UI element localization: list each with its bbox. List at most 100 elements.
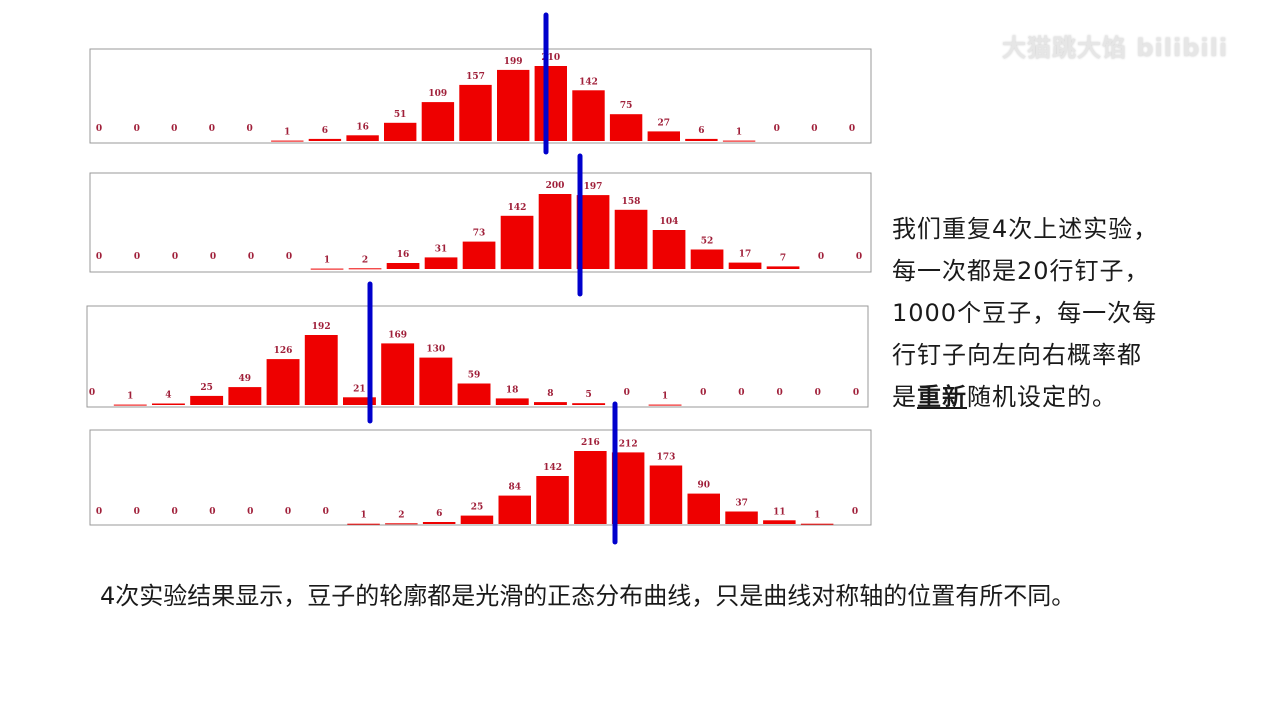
chart-3-bar-7 — [343, 397, 376, 405]
chart-2-label-7: 2 — [362, 255, 368, 265]
chart-2-label-11: 142 — [508, 203, 527, 213]
chart-1-bar-10 — [459, 84, 492, 141]
chart-2-bar-8 — [386, 263, 420, 269]
chart-2-label-12: 200 — [546, 181, 565, 191]
side-line-1: 我们重复4次上述实验， — [892, 215, 1159, 243]
chart-4-label-18: 11 — [773, 507, 786, 517]
chart-2-label-16: 52 — [701, 237, 714, 247]
chart-3-label-6: 192 — [312, 322, 331, 332]
chart-3-label-14: 0 — [624, 388, 630, 398]
chart-4-label-10: 25 — [471, 503, 484, 513]
chart-1-label-14: 75 — [620, 101, 633, 111]
chart-3-label-8: 169 — [388, 330, 407, 340]
chart-3-bar-13 — [572, 403, 606, 405]
chart-1-label-0: 0 — [96, 124, 102, 134]
side-line-5-post: 随机设定的。 — [967, 383, 1117, 411]
chart-4-bar-9 — [422, 522, 456, 524]
chart-4-label-13: 216 — [581, 438, 600, 448]
chart-4-label-15: 173 — [657, 453, 676, 463]
chart-3-label-12: 8 — [547, 389, 553, 399]
chart-4-label-12: 142 — [543, 463, 562, 473]
side-line-3: 1000个豆子，每一次每 — [892, 299, 1158, 327]
chart-1-label-19: 0 — [811, 124, 817, 134]
chart-4-bar-12 — [536, 476, 569, 524]
chart-1-label-13: 142 — [579, 77, 598, 87]
side-description: 我们重复4次上述实验， 每一次都是20行钉子， 1000个豆子，每一次每 行钉子… — [892, 208, 1192, 418]
chart-1-bar-13 — [572, 90, 605, 141]
chart-2-bar-7 — [348, 268, 382, 270]
chart-1-label-12: 210 — [541, 53, 560, 63]
chart-3-label-7: 21 — [353, 384, 366, 394]
chart-3-label-15: 1 — [662, 392, 668, 402]
chart-4-bar-15 — [649, 465, 683, 524]
chart-2-label-15: 104 — [660, 217, 679, 227]
chart-3-label-17: 0 — [738, 388, 744, 398]
side-line-2: 每一次都是20行钉子， — [892, 257, 1150, 285]
chart-3-label-2: 4 — [165, 391, 171, 401]
chart-4-bar-8 — [385, 523, 418, 525]
chart-4-bar-19 — [800, 523, 834, 525]
chart-4-label-5: 0 — [285, 507, 291, 517]
chart-3-label-20: 0 — [853, 388, 859, 398]
chart-1-bar-8 — [384, 122, 417, 141]
chart-3-label-5: 126 — [274, 346, 293, 356]
chart-3-label-4: 49 — [239, 374, 252, 384]
chart-1-bar-9 — [421, 102, 455, 141]
chart-4-label-2: 0 — [171, 507, 177, 517]
chart-2-bar-17 — [728, 262, 762, 269]
chart-3-bar-2 — [152, 403, 185, 405]
chart-1-label-17: 1 — [736, 128, 742, 138]
chart-2-bar-18 — [766, 266, 800, 269]
chart-3-label-10: 59 — [468, 371, 481, 381]
chart-4-label-8: 2 — [398, 510, 404, 520]
chart-4-label-7: 1 — [360, 511, 366, 521]
chart-2-label-6: 1 — [324, 256, 330, 266]
side-line-5: 是重新随机设定的。 — [892, 376, 1192, 418]
chart-4-label-19: 1 — [814, 511, 820, 521]
chart-2-label-10: 73 — [473, 229, 486, 239]
chart-1-bar-7 — [346, 135, 379, 141]
chart-3-label-16: 0 — [700, 388, 706, 398]
chart-3-bar-6 — [304, 335, 338, 405]
chart-2-label-20: 0 — [856, 252, 862, 262]
chart-3-label-3: 25 — [200, 383, 213, 393]
chart-2-bar-16 — [690, 249, 724, 269]
chart-3-label-13: 5 — [585, 390, 591, 400]
chart-2-label-9: 31 — [435, 244, 448, 254]
chart-1-label-10: 157 — [466, 72, 485, 82]
chart-1-bar-14 — [609, 114, 643, 141]
chart-1-label-8: 51 — [394, 110, 407, 120]
chart-2-label-14: 158 — [622, 197, 641, 207]
chart-3-label-1: 1 — [127, 392, 133, 402]
chart-1-label-16: 6 — [698, 126, 704, 136]
chart-4-bar-11 — [498, 495, 531, 524]
side-line-5-emphasis: 重新 — [917, 383, 967, 411]
chart-2-label-1: 0 — [134, 252, 140, 262]
chart-1-bar-5 — [271, 140, 304, 142]
chart-3-label-19: 0 — [815, 388, 821, 398]
chart-3-bar-12 — [534, 402, 567, 405]
chart-1-bar-17 — [722, 140, 756, 142]
chart-4-label-3: 0 — [209, 507, 215, 517]
chart-4-bar-13 — [574, 451, 607, 524]
chart-2-label-4: 0 — [248, 252, 254, 262]
chart-3-bar-5 — [266, 359, 300, 405]
chart-2-bar-12 — [538, 194, 572, 269]
chart-1-label-3: 0 — [209, 124, 215, 134]
chart-1-label-4: 0 — [246, 124, 252, 134]
chart-2-label-17: 17 — [739, 250, 752, 260]
chart-2-label-3: 0 — [210, 252, 216, 262]
chart-3-bar-4 — [228, 387, 262, 405]
watermark-logo: 大猫跳大馅 bilibili — [1002, 34, 1229, 62]
chart-4-label-1: 0 — [134, 507, 140, 517]
chart-4-bar-10 — [460, 515, 494, 524]
chart-2-label-8: 16 — [397, 250, 410, 260]
chart-4-label-0: 0 — [96, 507, 102, 517]
chart-2-bar-10 — [462, 241, 496, 269]
chart-1-label-18: 0 — [774, 124, 780, 134]
chart-4-bar-17 — [725, 511, 758, 524]
chart-2-label-2: 0 — [172, 252, 178, 262]
chart-2-bar-6 — [310, 268, 344, 270]
chart-1-label-11: 199 — [504, 57, 523, 67]
